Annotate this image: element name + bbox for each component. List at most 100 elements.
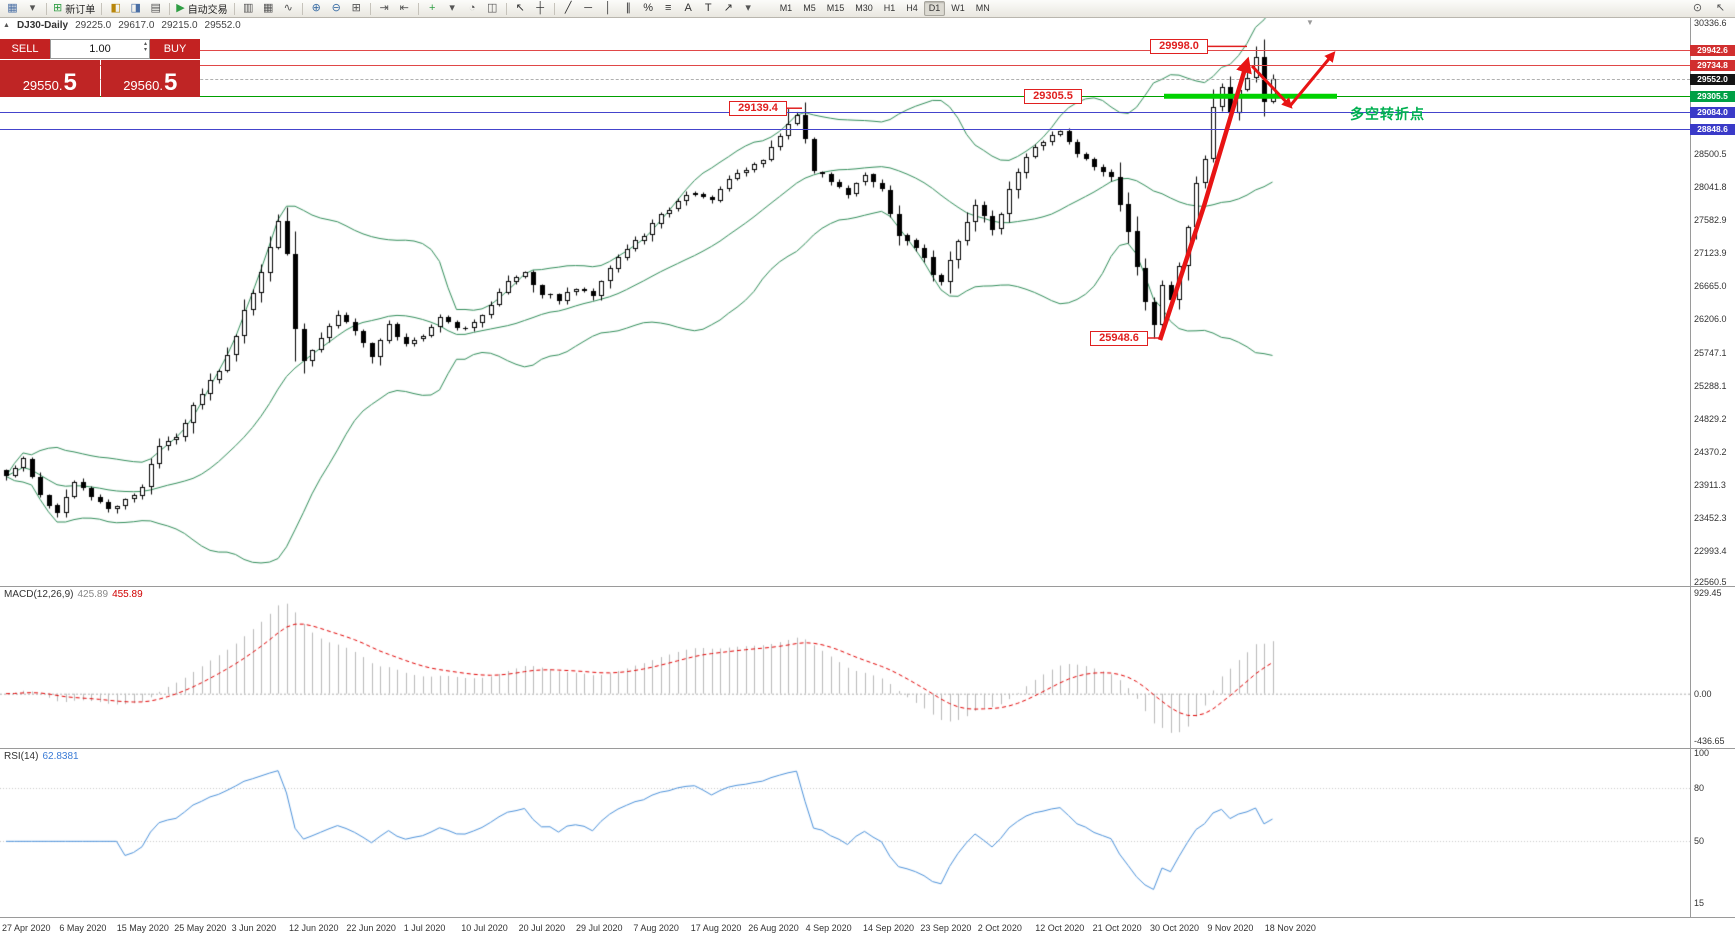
timeframe-h4[interactable]: H4 <box>906 3 918 13</box>
chart-shift-button[interactable]: ⇤ <box>395 1 414 16</box>
ohlc-high: 29617.0 <box>118 19 155 31</box>
indicators-button[interactable]: + <box>423 1 442 16</box>
toolbar-separator <box>101 2 103 15</box>
text-label-button[interactable]: T <box>699 1 718 16</box>
text-button[interactable]: A <box>679 1 698 16</box>
price-level-line[interactable] <box>0 50 1690 51</box>
timeframe-m15[interactable]: M15 <box>826 3 845 13</box>
more-tools-button[interactable]: ▾ <box>739 1 758 16</box>
tile-windows-button[interactable]: ⊞ <box>347 1 366 16</box>
timeframe-m30[interactable]: M30 <box>855 3 873 13</box>
price-annotation-label[interactable]: 25948.6 <box>1090 331 1148 346</box>
fibonacci-icon: % <box>643 2 654 14</box>
panel-separator[interactable] <box>0 586 1735 587</box>
price-axis-tag: 28848.6 <box>1690 124 1735 135</box>
shapes-button[interactable]: ≡ <box>659 1 678 16</box>
new-order-button[interactable]: ⊞ 新订单 <box>51 1 97 17</box>
terminal-icon: ▤ <box>150 2 161 14</box>
crosshair-icon: ┼ <box>536 2 545 14</box>
price-level-line[interactable] <box>0 96 1690 97</box>
metaeditor-button[interactable]: ◧ <box>106 1 125 16</box>
chart-window[interactable]: ▲ DJ30-Daily 29225.0 29617.0 29215.0 295… <box>0 18 1735 937</box>
volume-up-icon[interactable]: ▴ <box>143 41 147 47</box>
more-tools-icon: ▾ <box>745 2 751 14</box>
periods-button[interactable]: ◔ <box>463 1 482 16</box>
price-axis-tick: 28041.8 <box>1694 182 1727 193</box>
new-chart-button[interactable]: ▦ <box>3 1 22 16</box>
terminal-button[interactable]: ▤ <box>146 1 165 16</box>
sell-price-button[interactable]: 29550. 5 <box>0 60 100 97</box>
timeframe-mn[interactable]: MN <box>975 3 990 13</box>
trendline-button[interactable]: ╱ <box>559 1 578 16</box>
equidistant-channel-button[interactable]: ∥ <box>619 1 638 16</box>
price-axis-tag: 29734.8 <box>1690 60 1735 71</box>
fibonacci-button[interactable]: % <box>639 1 658 16</box>
price-axis-separator[interactable] <box>1690 18 1691 917</box>
new-order-label: 新订单 <box>65 5 96 16</box>
macd-value: 425.89 <box>77 589 109 600</box>
price-chart-canvas[interactable] <box>0 18 1690 586</box>
rsi-label: RSI(14) 62.8381 <box>4 751 79 762</box>
candlestick-chart-button[interactable]: ▦ <box>259 1 278 16</box>
annotation-note-text[interactable]: 多空转折点 <box>1350 106 1425 122</box>
pointer-button[interactable]: ↖ <box>1711 1 1730 16</box>
timeframe-m5[interactable]: M5 <box>803 3 816 13</box>
macd-axis-tick: 929.45 <box>1694 588 1722 598</box>
sell-button[interactable]: SELL <box>0 39 50 59</box>
chart-shift-marker[interactable]: ▼ <box>1306 18 1314 27</box>
buy-price-button[interactable]: 29560. 5 <box>100 60 200 97</box>
new-chart-icon: ▦ <box>7 2 18 14</box>
one-click-trading-panel: SELL 1.00 ▴ ▾ BUY 29550. 5 29560. 5 <box>0 39 200 97</box>
macd-indicator-canvas[interactable] <box>0 587 1690 747</box>
horizontal-line-button[interactable]: ─ <box>579 1 598 16</box>
panel-separator[interactable] <box>0 917 1735 918</box>
panel-separator[interactable] <box>0 748 1735 749</box>
templates-button[interactable]: ◫ <box>483 1 502 16</box>
price-axis-tick: 24829.2 <box>1694 413 1727 424</box>
bar-chart-button[interactable]: ▥ <box>239 1 258 16</box>
indicators-list-button[interactable]: ▾ <box>443 1 462 16</box>
main-toolbar: ▦ ▾ ⊞ 新订单 ◧ ◨ ▤ ▶ 自动交易 ▥ ▦ ∿ ⊕ ⊖ ⊞ ⇥ ⇤ + ▾ ◔ ◫ ↖ ┼ ╱ ─ │ ∥% ≡ A T ↗ ▾ M1… <box>0 0 1735 18</box>
timeframe-d1[interactable]: D1 <box>923 1 946 16</box>
price-annotation-label[interactable]: 29305.5 <box>1024 89 1082 105</box>
price-axis-tick: 26665.0 <box>1694 281 1727 292</box>
volume-spinner: ▴ ▾ <box>144 41 147 53</box>
price-level-line[interactable] <box>0 129 1690 130</box>
timeframe-m1[interactable]: M1 <box>779 3 793 13</box>
ohlc-open: 29225.0 <box>75 19 112 31</box>
vertical-line-button[interactable]: │ <box>599 1 618 16</box>
timeframe-w1[interactable]: W1 <box>951 3 965 13</box>
price-level-line[interactable] <box>0 112 1690 113</box>
date-axis-label: 27 Apr 2020 <box>2 923 51 933</box>
chart-profiles-button[interactable]: ▾ <box>23 1 42 16</box>
rsi-indicator-canvas[interactable] <box>0 749 1690 916</box>
buy-button[interactable]: BUY <box>150 39 200 59</box>
zoom-out-button[interactable]: ⊖ <box>327 1 346 16</box>
horizontal-line-icon: ─ <box>584 2 593 14</box>
price-axis-tick: 24370.2 <box>1694 446 1727 457</box>
price-annotation-label[interactable]: 29139.4 <box>729 101 787 117</box>
zoom-in-button[interactable]: ⊕ <box>307 1 326 16</box>
arrows-button[interactable]: ↗ <box>719 1 738 16</box>
price-level-line[interactable] <box>0 79 1690 80</box>
symbol-direction-icon: ▲ <box>3 21 10 29</box>
crosshair-button[interactable]: ┼ <box>531 1 550 16</box>
price-annotation-label[interactable]: 29998.0 <box>1150 39 1208 55</box>
timeframe-h1[interactable]: H1 <box>883 3 896 13</box>
volume-input[interactable]: 1.00 ▴ ▾ <box>50 39 150 59</box>
line-chart-button[interactable]: ∿ <box>279 1 298 16</box>
ohlc-close: 29552.0 <box>204 19 241 31</box>
autotrading-icon: ▶ <box>176 2 185 14</box>
date-axis-label: 17 Aug 2020 <box>690 923 742 933</box>
market-watch-button[interactable]: ◨ <box>126 1 145 16</box>
cursor-button[interactable]: ↖ <box>511 1 530 16</box>
auto-scroll-button[interactable]: ⇥ <box>375 1 394 16</box>
quick-search-button[interactable]: ⊙ <box>1688 1 1707 16</box>
volume-down-icon[interactable]: ▾ <box>143 47 147 53</box>
sell-price-big-digit: 5 <box>63 68 77 96</box>
price-level-line[interactable] <box>0 65 1690 66</box>
autotrading-button[interactable]: ▶ 自动交易 <box>174 1 229 17</box>
rsi-axis-tick: 100 <box>1694 748 1710 758</box>
arrows-icon: ↗ <box>723 2 733 14</box>
candlestick-chart-icon: ▦ <box>262 2 274 14</box>
